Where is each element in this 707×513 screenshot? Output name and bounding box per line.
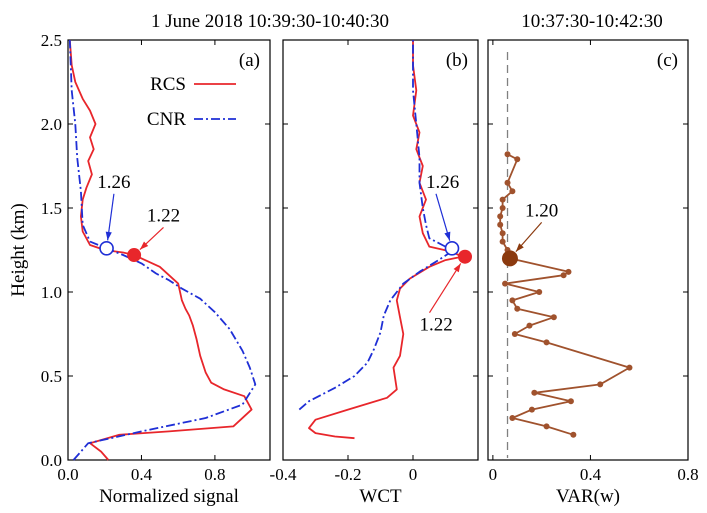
x-tick-label: 0.8: [204, 465, 225, 484]
data-point: [502, 280, 509, 287]
marker-open: [99, 241, 114, 256]
series-line-var-w-: [499, 153, 631, 436]
marker-arrowhead: [139, 241, 149, 250]
legend-label: CNR: [147, 109, 186, 130]
marker-filled: [127, 248, 142, 263]
legend-label: RCS: [150, 74, 186, 95]
x-tick-label: 0.8: [677, 465, 698, 484]
x-axis-label: WCT: [359, 486, 402, 507]
data-point: [543, 339, 550, 346]
plot-frame: [282, 39, 479, 461]
plot-frame: [67, 39, 271, 461]
marker-label: 1.20: [525, 200, 558, 221]
marker-filled: [458, 249, 472, 264]
y-tick-label: 0.0: [41, 451, 62, 470]
x-tick-label: 0.4: [580, 465, 602, 484]
x-tick-label: 0: [489, 465, 498, 484]
x-tick-label: 0.0: [57, 465, 78, 484]
y-tick-label: 1.5: [41, 199, 62, 218]
data-point: [528, 406, 535, 413]
data-point: [499, 230, 506, 237]
marker-arrowhead: [515, 243, 524, 252]
panel-a: 0.0 0.4 0.8 Normalized signal 0.0 0.5 1.0 1.5 2.…: [8, 31, 271, 507]
title-right: 10:37:30-10:42:30: [521, 11, 662, 32]
data-point: [567, 398, 574, 405]
data-point: [514, 305, 521, 312]
x-axis-label: Normalized signal: [99, 486, 239, 507]
data-point: [499, 196, 506, 203]
marker-filled: [501, 250, 518, 267]
panel-b: -0.4 -0.2 0 WCT (b) 1.26 1.22: [270, 39, 479, 507]
x-axis-label: VAR(w): [556, 486, 620, 507]
marker-open: [444, 241, 460, 256]
marker-arrowhead: [444, 231, 451, 241]
data-point: [626, 364, 633, 371]
y-tick-label: 0.5: [41, 367, 62, 386]
data-point: [565, 268, 572, 275]
panel-label: (a): [239, 50, 260, 71]
data-point: [597, 381, 604, 388]
x-tick-label: 0.4: [131, 465, 153, 484]
data-point: [497, 221, 504, 228]
data-point: [504, 179, 511, 186]
x-tick-label: -0.4: [270, 465, 297, 484]
data-point: [509, 415, 516, 421]
panel-label: (c): [657, 50, 678, 71]
data-point: [531, 389, 538, 396]
data-point: [499, 205, 506, 211]
data-point: [560, 272, 567, 279]
marker-label: 1.22: [147, 205, 180, 226]
y-tick-label: 1.0: [41, 283, 62, 302]
series-line-rcs: [68, 39, 253, 461]
data-point: [497, 213, 504, 220]
data-point: [509, 297, 516, 304]
marker-label: 1.26: [426, 172, 459, 193]
marker-arrowhead: [105, 231, 112, 241]
y-axis-label: Height (km): [8, 203, 29, 296]
data-point: [543, 423, 550, 430]
data-point: [570, 431, 577, 438]
marker-arrowhead: [453, 263, 461, 273]
series-line-cnr: [68, 39, 257, 461]
series-line-cnr: [298, 40, 453, 411]
x-tick-label: -0.2: [335, 465, 362, 484]
data-point: [514, 156, 521, 163]
title-left: 1 June 2018 10:39:30-10:40:30: [151, 11, 389, 32]
data-point: [536, 289, 543, 295]
legend: RCS CNR: [147, 74, 236, 130]
panel-c: 0 0.4 0.8 VAR(w) (c) 1.20: [487, 39, 699, 507]
data-point: [550, 314, 557, 321]
y-tick-label: 2.5: [41, 31, 62, 50]
series-line-rcs: [308, 40, 463, 440]
marker-arrow: [428, 263, 462, 313]
y-tick-label: 2.0: [41, 115, 62, 134]
panel-label: (b): [446, 50, 468, 71]
data-point: [504, 151, 511, 158]
plot-frame: [487, 39, 689, 461]
data-point: [509, 188, 516, 195]
marker-label: 1.26: [97, 172, 130, 193]
data-point: [526, 322, 533, 329]
data-point: [511, 331, 518, 337]
x-tick-label: 0: [409, 465, 418, 484]
data-point: [499, 238, 506, 245]
marker-label: 1.22: [420, 315, 453, 336]
